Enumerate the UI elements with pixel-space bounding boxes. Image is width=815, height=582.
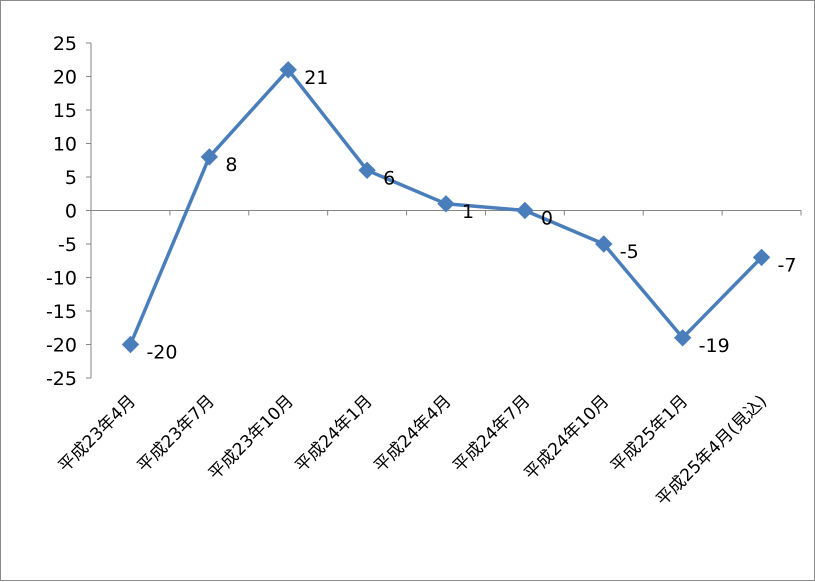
y-tick-label: 25 — [53, 33, 77, 55]
y-tick-labels: 25 20 15 10 5 0 -5 -10 -15 -20 -25 — [46, 33, 77, 390]
data-point-marker — [121, 335, 140, 354]
data-label: -5 — [620, 241, 639, 263]
data-label: -7 — [778, 254, 797, 276]
x-tick-label: 平成23年10月 — [205, 391, 298, 484]
data-point-marker — [595, 235, 613, 253]
data-label: 6 — [383, 167, 395, 189]
y-tick-label: -25 — [46, 368, 77, 390]
data-point-marker — [358, 161, 376, 180]
data-labels: -20 8 21 6 1 0 -5 -19 -7 — [146, 67, 796, 364]
data-label: 1 — [462, 201, 474, 223]
data-point-marker — [279, 61, 297, 79]
data-label: 21 — [304, 67, 328, 89]
data-point-marker — [752, 248, 771, 267]
x-tick-label: 平成24年4月 — [370, 391, 455, 476]
data-label: 8 — [225, 154, 237, 176]
x-tick-label: 平成24年1月 — [291, 391, 376, 476]
y-tick-label: -15 — [46, 301, 77, 323]
x-tick-labels: 平成23年4月平成23年7月平成23年10月平成24年1月平成24年4月平成24… — [55, 391, 771, 510]
y-tick-label: -5 — [58, 234, 77, 256]
x-tick-label: 平成23年7月 — [134, 391, 219, 476]
data-point-marker — [437, 195, 455, 213]
y-tick-label: 5 — [65, 167, 77, 189]
data-markers — [121, 61, 771, 354]
data-label: -20 — [146, 342, 177, 364]
data-label: -19 — [699, 335, 730, 357]
y-tick-label: 10 — [53, 134, 77, 156]
x-tick-label: 平成24年10月 — [520, 391, 613, 484]
y-tick-label: -10 — [46, 268, 77, 290]
y-tick-label: 20 — [53, 67, 77, 89]
data-label: 0 — [541, 208, 553, 230]
y-tick-label: -20 — [46, 335, 77, 357]
y-tick-label: 15 — [53, 100, 77, 122]
data-point-marker — [200, 148, 219, 166]
x-tick-label: 平成24年7月 — [449, 391, 534, 476]
data-point-marker — [516, 201, 534, 220]
data-point-marker — [673, 329, 692, 347]
x-tick-label: 平成25年1月 — [607, 391, 692, 476]
y-tick-label: 0 — [65, 201, 77, 223]
x-tick-label: 平成23年4月 — [55, 391, 140, 476]
